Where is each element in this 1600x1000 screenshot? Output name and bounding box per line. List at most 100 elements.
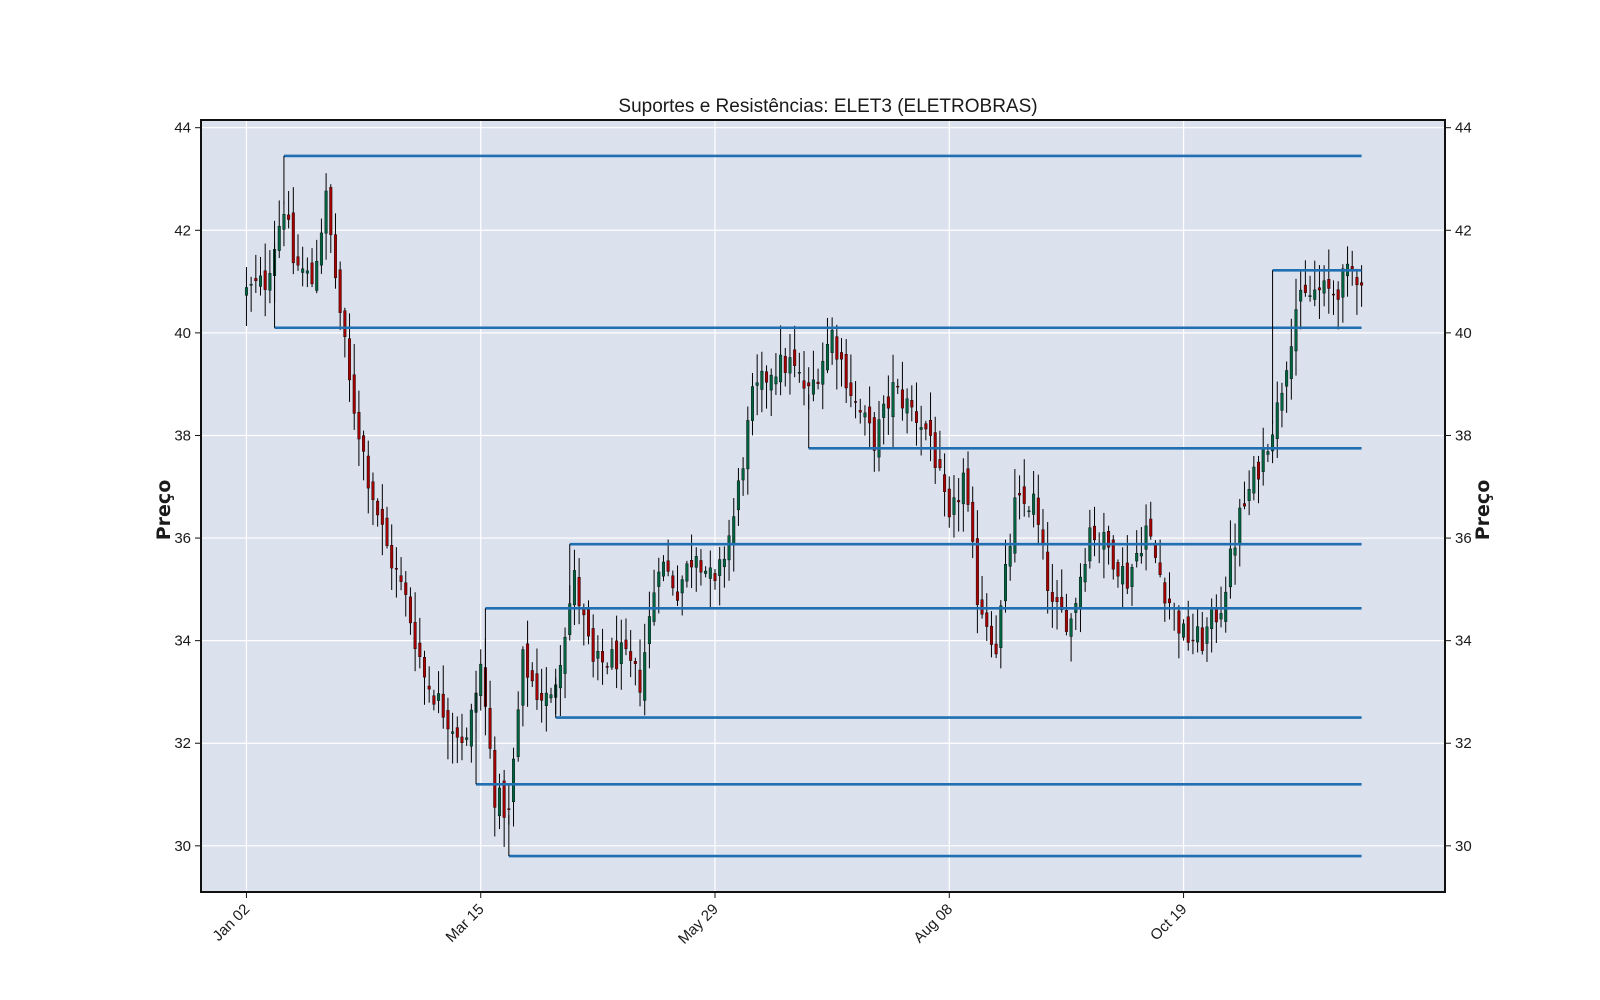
candle-body	[1233, 547, 1237, 556]
candle	[1303, 260, 1307, 297]
candle	[1252, 455, 1256, 501]
candle	[975, 510, 979, 634]
candle	[1196, 608, 1200, 653]
candle	[793, 325, 797, 378]
candle	[994, 615, 998, 659]
candle	[830, 317, 834, 365]
candle-body	[807, 382, 811, 387]
candle	[671, 570, 675, 596]
candle	[779, 325, 783, 396]
candle-body	[1285, 370, 1289, 387]
candle-body	[1130, 566, 1134, 587]
candle	[526, 620, 530, 707]
candle-body	[1350, 266, 1354, 270]
candle	[840, 338, 843, 387]
candle	[577, 558, 581, 625]
candle-body	[1247, 489, 1251, 501]
candle	[933, 416, 937, 484]
candle-body	[989, 625, 993, 645]
y-tick-label-left: 30	[174, 838, 191, 855]
candle	[465, 727, 469, 746]
candle-body	[638, 669, 642, 693]
candle-body	[1022, 486, 1026, 504]
candle	[722, 546, 726, 588]
candle-body	[1078, 576, 1082, 610]
plot-frame	[200, 119, 1446, 893]
candle-body	[868, 406, 872, 424]
candle	[357, 390, 361, 466]
candle-body	[1027, 510, 1031, 513]
candle-body	[549, 694, 553, 699]
candle	[989, 611, 993, 658]
candle-body	[1303, 284, 1307, 293]
candle-body	[657, 571, 661, 587]
candle-body	[929, 420, 933, 436]
candle	[657, 557, 661, 614]
candle-body	[348, 338, 352, 381]
candle	[315, 239, 319, 294]
candle-body	[469, 709, 473, 747]
y-tick-label-left: 38	[174, 427, 191, 444]
candle	[1322, 265, 1326, 307]
candle	[736, 468, 740, 526]
candle	[1224, 576, 1228, 633]
candle	[1280, 382, 1284, 428]
candle-body	[380, 508, 384, 525]
candle-body	[521, 649, 525, 706]
candle-body	[802, 380, 806, 389]
candle	[961, 458, 965, 532]
candle-body	[957, 500, 961, 503]
chart-title: Suportes e Resistências: ELET3 (ELETROBR…	[618, 96, 1037, 117]
candle-body	[376, 500, 380, 516]
candle	[947, 476, 951, 528]
candle-body	[1111, 539, 1115, 570]
candle-body	[896, 385, 900, 388]
candle-body	[952, 497, 956, 515]
candle-body	[732, 516, 736, 545]
x-tick-label: May 29	[675, 901, 722, 948]
candle	[1158, 539, 1162, 578]
candle-body	[685, 563, 689, 582]
candle	[540, 668, 544, 723]
candle	[1271, 420, 1275, 464]
candle	[1336, 281, 1340, 330]
candle	[816, 368, 820, 390]
candle	[858, 398, 862, 424]
candle	[301, 246, 305, 287]
candle-body	[680, 579, 684, 594]
y-tick-label-right: 30	[1455, 838, 1472, 855]
candle	[605, 662, 609, 675]
candle	[1050, 563, 1054, 628]
candle	[305, 257, 309, 288]
candle-body	[479, 663, 483, 696]
candle	[914, 382, 918, 446]
candle	[259, 256, 262, 296]
candle-body	[886, 396, 890, 409]
candle	[797, 352, 801, 383]
candle	[886, 375, 890, 435]
candle-body	[526, 643, 530, 678]
candle-body	[315, 261, 319, 291]
candle-body	[615, 640, 619, 670]
candle-body	[544, 692, 548, 706]
candle-body	[1294, 309, 1298, 352]
candle	[1144, 504, 1148, 571]
candle-body	[741, 468, 745, 481]
candle	[1116, 559, 1120, 588]
candle	[1111, 535, 1115, 580]
candle	[882, 395, 886, 445]
candle-body	[1182, 623, 1186, 638]
candle	[929, 392, 933, 462]
candle	[985, 593, 989, 642]
candle	[708, 550, 712, 608]
candle-body	[1327, 279, 1331, 289]
candle	[385, 506, 389, 549]
candle	[727, 519, 731, 581]
candle-body	[432, 695, 436, 705]
candle	[966, 451, 970, 512]
candle	[1313, 260, 1317, 307]
candle-body	[671, 575, 675, 589]
candle	[1055, 579, 1059, 630]
candle-body	[1186, 616, 1190, 643]
